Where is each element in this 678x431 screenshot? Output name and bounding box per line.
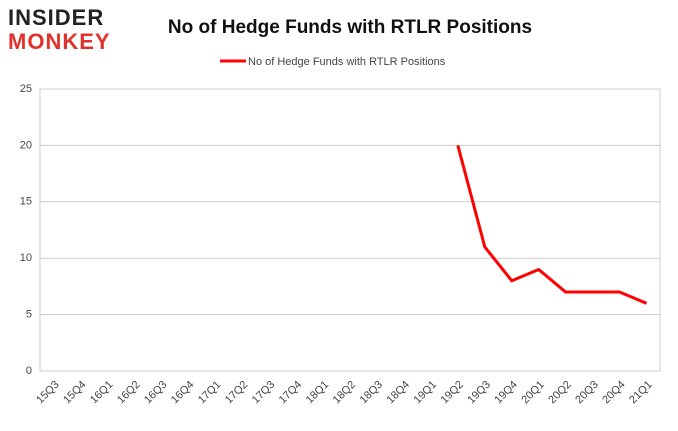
x-tick-label: 18Q3 (358, 379, 386, 407)
x-tick-label: 20Q3 (573, 379, 601, 407)
x-tick-label: 16Q1 (88, 379, 116, 407)
x-tick-label: 21Q1 (627, 379, 655, 407)
x-tick-label: 17Q1 (196, 379, 224, 407)
y-tick-label: 20 (20, 139, 32, 151)
x-tick-label: 18Q4 (385, 379, 413, 407)
x-tick-label: 18Q1 (304, 379, 332, 407)
x-tick-label: 15Q4 (61, 379, 89, 407)
logo-top: INSIDER (8, 5, 104, 30)
data-line (456, 145, 648, 305)
y-tick-label: 5 (26, 309, 32, 321)
y-tick-label: 0 (26, 365, 32, 377)
y-tick-label: 10 (20, 252, 32, 264)
x-tick-label: 18Q2 (331, 379, 359, 407)
legend-label: No of Hedge Funds with RTLR Positions (248, 56, 446, 68)
x-tick-label: 20Q4 (600, 379, 628, 407)
x-tick-label: 19Q1 (412, 379, 440, 407)
x-tick-label: 17Q2 (223, 379, 251, 407)
x-tick-label: 17Q3 (250, 379, 278, 407)
logo-bottom: MONKEY (8, 29, 111, 54)
x-tick-label: 16Q3 (142, 379, 170, 407)
x-tick-label: 20Q1 (519, 379, 547, 407)
x-tick-label: 16Q4 (169, 379, 197, 407)
chart-title: No of Hedge Funds with RTLR Positions (168, 17, 532, 38)
x-tick-label: 19Q3 (465, 379, 493, 407)
x-tick-label: 19Q4 (492, 379, 520, 407)
x-tick-label: 16Q2 (115, 379, 143, 407)
x-tick-label: 15Q3 (34, 379, 62, 407)
y-tick-label: 25 (20, 83, 32, 95)
x-tick-label: 17Q4 (277, 379, 305, 407)
x-tick-label: 20Q2 (546, 379, 574, 407)
plot-frame (39, 88, 661, 372)
y-tick-label: 15 (20, 196, 32, 208)
x-tick-label: 19Q2 (438, 379, 466, 407)
